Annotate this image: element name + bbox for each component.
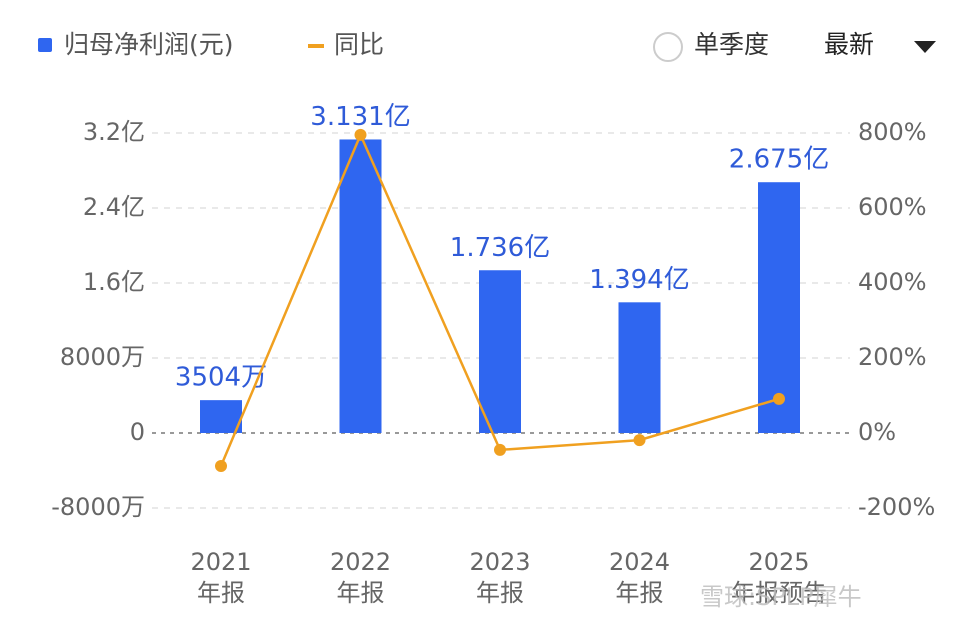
y2-tick-label: -200% (858, 493, 935, 521)
y-tick-label: 3.2亿 (83, 118, 145, 146)
dropdown-label[interactable]: 最新 (824, 30, 874, 59)
x-tick-label: 2022 (330, 548, 391, 576)
legend-label: 同比 (334, 30, 384, 59)
line-point (215, 460, 227, 472)
y2-tick-label: 800% (858, 118, 927, 146)
line-point (773, 392, 785, 405)
value-label: 2.675亿 (729, 145, 829, 175)
x-tick-label: 2023 (469, 548, 530, 576)
line-point (633, 434, 646, 447)
toggle-label[interactable]: 单季度 (694, 30, 769, 59)
toggle-radio[interactable] (653, 32, 683, 62)
x-tick-label: 2025 (748, 548, 809, 576)
y2-tick-label: 600% (858, 193, 927, 221)
value-label: 1.736亿 (450, 233, 550, 263)
x-tick-label: 2024 (609, 548, 670, 576)
y2-tick-label: 0% (858, 418, 896, 446)
legend-swatch-bar (38, 38, 52, 52)
x-tick-sublabel: 年报 (616, 579, 664, 607)
legend-swatch-line (308, 44, 324, 48)
bar (479, 270, 521, 433)
line-point (494, 443, 506, 456)
dropdown-arrow[interactable] (914, 41, 936, 53)
y-tick-label: 1.6亿 (83, 268, 145, 296)
y2-tick-label: 200% (858, 343, 927, 371)
x-tick-sublabel: 年报 (197, 579, 245, 607)
y-tick-label: 2.4亿 (83, 193, 145, 221)
value-label: 3504万 (175, 363, 267, 393)
watermark: 雪球:SPLP犀牛 (700, 583, 862, 611)
y2-tick-label: 400% (858, 268, 927, 296)
y-tick-label: 0 (130, 418, 145, 446)
legend-label: 归母净利润(元) (64, 30, 234, 59)
bar (758, 182, 800, 433)
x-tick-label: 2021 (190, 548, 251, 576)
x-tick-sublabel: 年报预告 (731, 579, 827, 607)
bar (339, 139, 382, 433)
value-label: 1.394亿 (589, 265, 689, 295)
value-label: 3.131亿 (310, 102, 410, 132)
y-tick-label: 8000万 (60, 343, 145, 371)
x-tick-sublabel: 年报 (476, 579, 524, 607)
bar (200, 400, 242, 433)
bar (618, 302, 661, 433)
x-tick-sublabel: 年报 (337, 579, 385, 607)
y-tick-label: -8000万 (51, 493, 145, 521)
line-point (354, 128, 367, 141)
